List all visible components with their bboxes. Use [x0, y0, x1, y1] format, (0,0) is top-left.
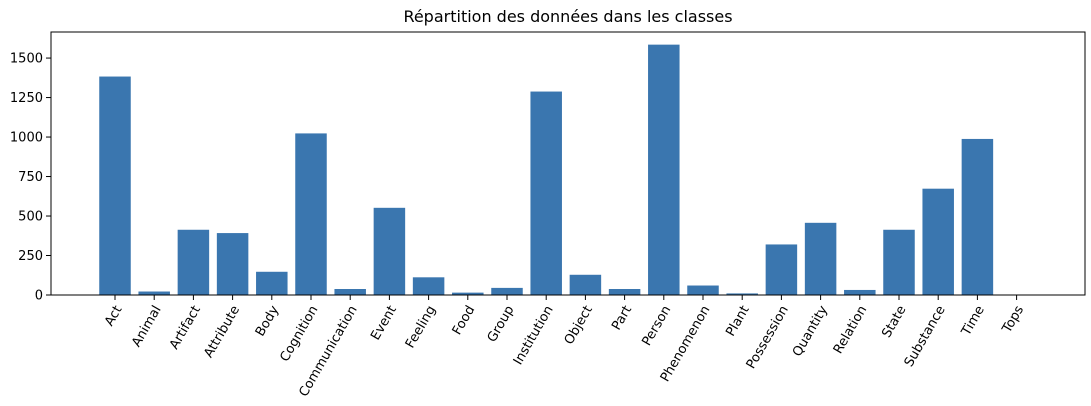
- x-tick-label-state: State: [879, 303, 909, 340]
- bar-act: [99, 76, 131, 295]
- x-tick-label-object: Object: [562, 303, 596, 347]
- x-tick-label-food: Food: [450, 303, 479, 338]
- bar-body: [256, 271, 288, 295]
- x-tick-label-relation: Relation: [831, 303, 870, 356]
- x-tick-label-part: Part: [609, 303, 635, 333]
- x-tick-label-act: Act: [102, 303, 125, 329]
- bar-event: [373, 207, 406, 295]
- bars-group: [99, 44, 994, 295]
- bar-possession: [765, 244, 798, 295]
- bar-relation: [844, 289, 876, 295]
- x-tick-label-substance: Substance: [902, 303, 949, 369]
- x-tick-label-tops: Tops: [999, 303, 1027, 336]
- x-tick-label-time: Time: [958, 303, 987, 339]
- y-tick-label-1000: 1000: [10, 131, 43, 146]
- x-tick-label-artifact: Artifact: [167, 303, 204, 352]
- x-tick-label-institution: Institution: [511, 303, 557, 367]
- x-tick-label-person: Person: [639, 303, 674, 348]
- x-tick-label-plant: Plant: [723, 303, 752, 339]
- y-tick-label-750: 750: [18, 170, 43, 185]
- bar-feeling: [412, 277, 445, 295]
- bar-artifact: [177, 229, 210, 295]
- bar-part: [608, 289, 641, 295]
- y-tick-label-500: 500: [18, 210, 43, 225]
- bar-animal: [138, 291, 170, 295]
- bar-phenomenon: [687, 285, 719, 295]
- bar-group: [491, 287, 523, 295]
- y-axis: 0 250 500 750 1000 1250 1500: [10, 52, 51, 304]
- bar-substance: [922, 188, 954, 295]
- y-tick-label-250: 250: [18, 249, 43, 264]
- x-tick-label-cognition: Cognition: [277, 303, 321, 364]
- bar-attribute: [216, 233, 249, 295]
- bar-quantity: [804, 222, 837, 295]
- y-tick-label-1250: 1250: [10, 91, 43, 106]
- bar-cognition: [295, 133, 327, 295]
- x-tick-label-animal: Animal: [129, 303, 164, 349]
- y-tick-label-1500: 1500: [10, 52, 43, 67]
- chart-title: Répartition des données dans les classes: [403, 7, 732, 26]
- bar-object: [569, 274, 602, 295]
- bar-person: [648, 44, 680, 295]
- bar-plant: [726, 293, 758, 295]
- bar-time: [961, 138, 994, 295]
- x-tick-label-body: Body: [253, 303, 283, 339]
- x-tick-label-attribute: Attribute: [201, 303, 243, 360]
- x-tick-label-quantity: Quantity: [790, 303, 831, 359]
- x-tick-label-event: Event: [368, 303, 400, 343]
- bar-institution: [530, 91, 562, 295]
- y-tick-label-0: 0: [35, 289, 43, 304]
- plot-area-frame: [50, 31, 1086, 296]
- bar-state: [883, 229, 915, 295]
- bar-communication: [334, 289, 366, 295]
- bar-food: [452, 292, 484, 295]
- x-tick-label-group: Group: [485, 303, 518, 345]
- x-tick-label-feeling: Feeling: [403, 303, 439, 351]
